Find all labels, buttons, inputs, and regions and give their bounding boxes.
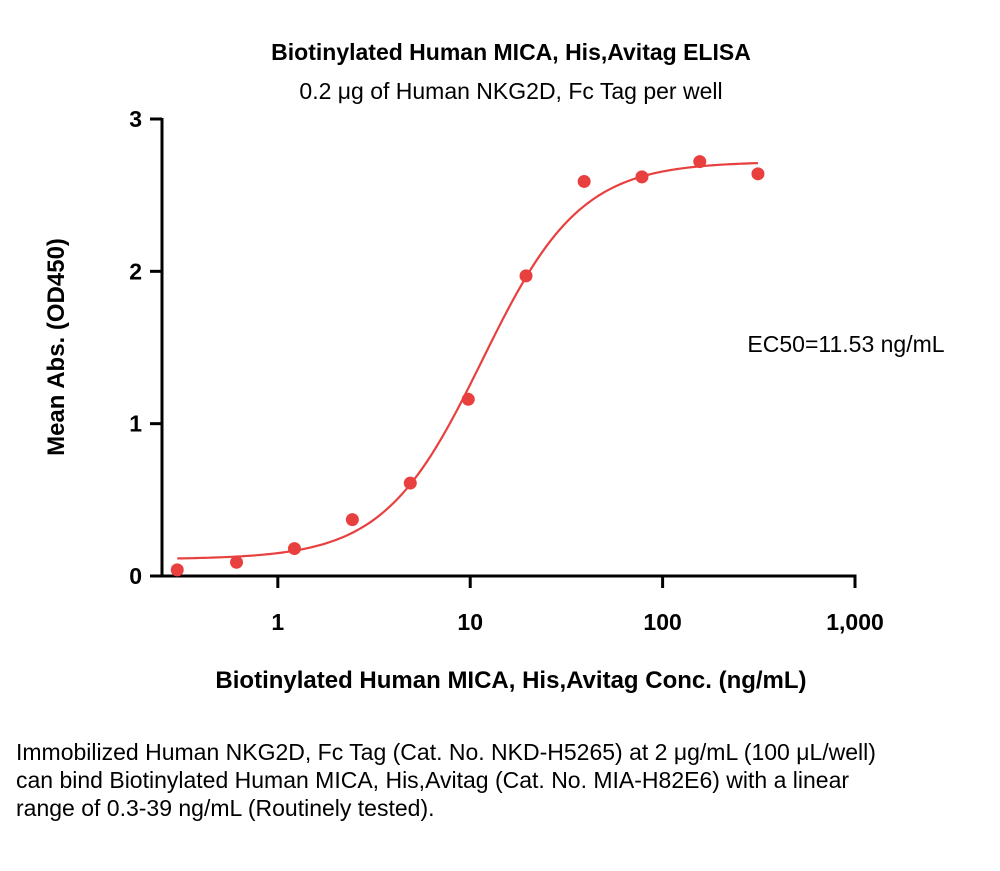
- data-point: [170, 563, 184, 577]
- x-tick-label: 1,000: [826, 609, 884, 635]
- data-point: [345, 513, 359, 527]
- data-point: [461, 392, 475, 406]
- y-tick-label: 2: [129, 258, 142, 284]
- data-point: [635, 170, 649, 184]
- data-point: [287, 542, 301, 556]
- y-axis-label: Mean Abs. (OD450): [43, 238, 70, 456]
- x-axis-label: Biotinylated Human MICA, His,Avitag Conc…: [215, 667, 806, 694]
- ec50-annotation: EC50=11.53 ng/mL: [747, 331, 944, 357]
- elisa-chart: Biotinylated Human MICA, His,Avitag ELIS…: [43, 39, 945, 694]
- data-point: [693, 155, 707, 169]
- data-point: [751, 167, 765, 181]
- x-tick-label: 10: [457, 609, 483, 635]
- chart-subtitle: 0.2 μg of Human NKG2D, Fc Tag per well: [299, 78, 722, 104]
- data-point: [519, 269, 533, 283]
- fit-curve: [177, 162, 758, 560]
- x-tick-label: 100: [643, 609, 681, 635]
- data-point: [577, 174, 591, 188]
- data-point: [230, 555, 244, 569]
- y-tick-label: 1: [129, 411, 142, 437]
- figure-caption: Immobilized Human NKG2D, Fc Tag (Cat. No…: [16, 739, 876, 821]
- x-axis-ticks: 1 10 100 1,000: [271, 576, 884, 635]
- x-tick-label: 1: [271, 609, 284, 635]
- y-tick-label: 3: [129, 106, 142, 132]
- y-axis-ticks: 0 1 2 3: [129, 106, 162, 589]
- y-tick-label: 0: [129, 563, 142, 589]
- data-point: [403, 476, 417, 490]
- data-points: [170, 155, 765, 577]
- chart-title: Biotinylated Human MICA, His,Avitag ELIS…: [271, 39, 751, 65]
